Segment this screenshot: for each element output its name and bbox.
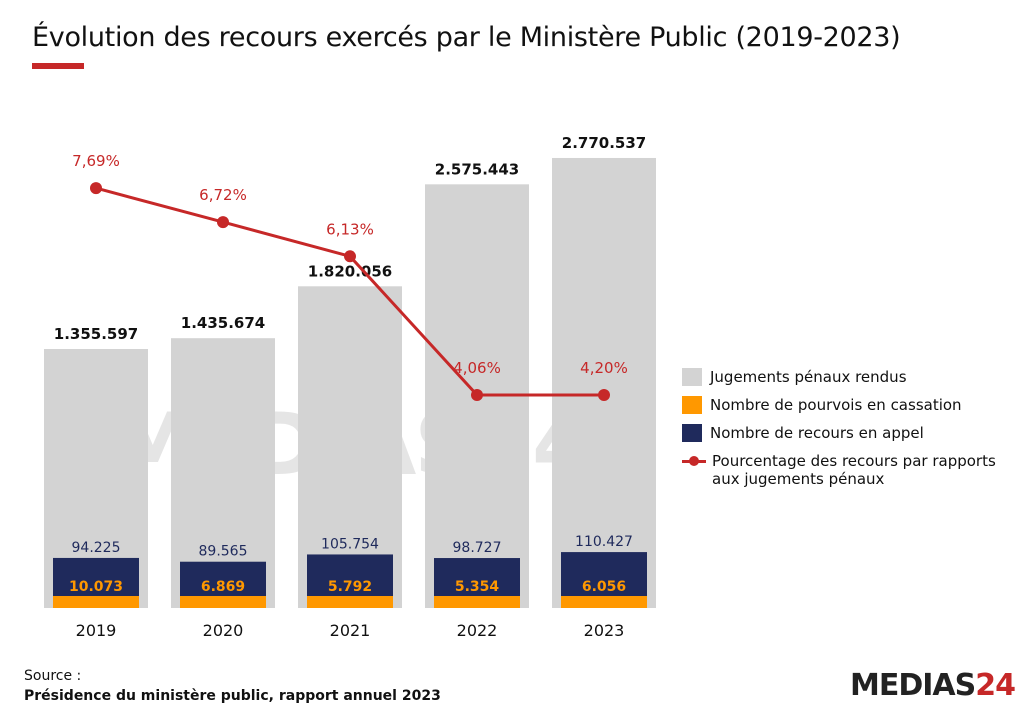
data-label-jugements: 1.435.674 bbox=[181, 314, 265, 332]
data-label-cassation: 10.073 bbox=[69, 579, 123, 595]
line-point bbox=[598, 389, 610, 401]
legend-label: Nombre de pourvois en cassation bbox=[710, 396, 962, 414]
source-note: Source : Présidence du ministère public,… bbox=[24, 666, 441, 706]
data-label-jugements: 1.355.597 bbox=[54, 325, 138, 343]
x-tick-label: 2019 bbox=[76, 621, 117, 640]
bar-jugements bbox=[298, 286, 402, 608]
line-point bbox=[344, 250, 356, 263]
data-label-jugements: 2.770.537 bbox=[562, 134, 646, 152]
x-tick-label: 2022 bbox=[457, 621, 498, 640]
bar-jugements bbox=[552, 157, 656, 608]
x-tick-label: 2021 bbox=[330, 621, 371, 640]
data-label-pourcentage: 6,72% bbox=[199, 186, 247, 204]
legend-item-pourcentage: Pourcentage des recours par rapports aux… bbox=[682, 452, 1002, 488]
logo-text: MEDIAS bbox=[850, 668, 976, 703]
data-label-pourcentage: 4,20% bbox=[580, 359, 628, 377]
logo-number: 24 bbox=[975, 668, 1016, 703]
bar-cassation bbox=[561, 596, 647, 608]
source-text: Présidence du ministère public, rapport … bbox=[24, 688, 441, 704]
data-label-cassation: 5.354 bbox=[455, 579, 500, 595]
legend-item-appel: Nombre de recours en appel bbox=[682, 424, 1002, 442]
data-label-appel: 110.427 bbox=[575, 534, 633, 550]
legend-item-pourvois: Nombre de pourvois en cassation bbox=[682, 396, 1002, 414]
data-label-appel: 105.754 bbox=[321, 536, 379, 552]
source-label: Source : bbox=[24, 668, 82, 684]
data-label-cassation: 5.792 bbox=[328, 579, 372, 595]
data-label-cassation: 6.056 bbox=[582, 579, 626, 595]
bar-cassation bbox=[434, 596, 520, 608]
bar-cassation bbox=[180, 596, 266, 608]
legend-swatch bbox=[682, 424, 702, 442]
title-underline bbox=[32, 63, 84, 69]
legend-line-marker bbox=[682, 452, 706, 470]
chart-title: Évolution des recours exercés par le Min… bbox=[32, 22, 901, 53]
line-point bbox=[90, 182, 102, 195]
data-label-pourcentage: 4,06% bbox=[453, 359, 501, 377]
legend-swatch bbox=[682, 396, 702, 414]
data-label-appel: 89.565 bbox=[199, 544, 248, 560]
line-point bbox=[217, 216, 229, 229]
legend-label: Nombre de recours en appel bbox=[710, 424, 924, 442]
data-label-jugements: 1.820.056 bbox=[308, 262, 392, 280]
x-tick-label: 2020 bbox=[203, 621, 244, 640]
legend-item-jugements: Jugements pénaux rendus bbox=[682, 368, 1002, 386]
data-label-appel: 98.727 bbox=[453, 540, 502, 556]
legend: Jugements pénaux rendus Nombre de pourvo… bbox=[682, 368, 1002, 498]
line-point bbox=[471, 389, 483, 401]
data-label-pourcentage: 7,69% bbox=[72, 152, 120, 170]
data-label-pourcentage: 6,13% bbox=[326, 220, 374, 238]
legend-label: Pourcentage des recours par rapports aux… bbox=[712, 452, 996, 488]
legend-swatch bbox=[682, 368, 702, 386]
legend-label: Jugements pénaux rendus bbox=[710, 368, 907, 386]
medias24-logo: MEDIAS24 bbox=[850, 668, 1016, 703]
data-label-appel: 94.225 bbox=[72, 540, 121, 556]
data-label-cassation: 6.869 bbox=[201, 579, 245, 595]
bar-cassation bbox=[307, 596, 393, 608]
x-tick-label: 2023 bbox=[584, 621, 625, 640]
bar-cassation bbox=[53, 596, 139, 608]
data-label-jugements: 2.575.443 bbox=[435, 160, 519, 178]
